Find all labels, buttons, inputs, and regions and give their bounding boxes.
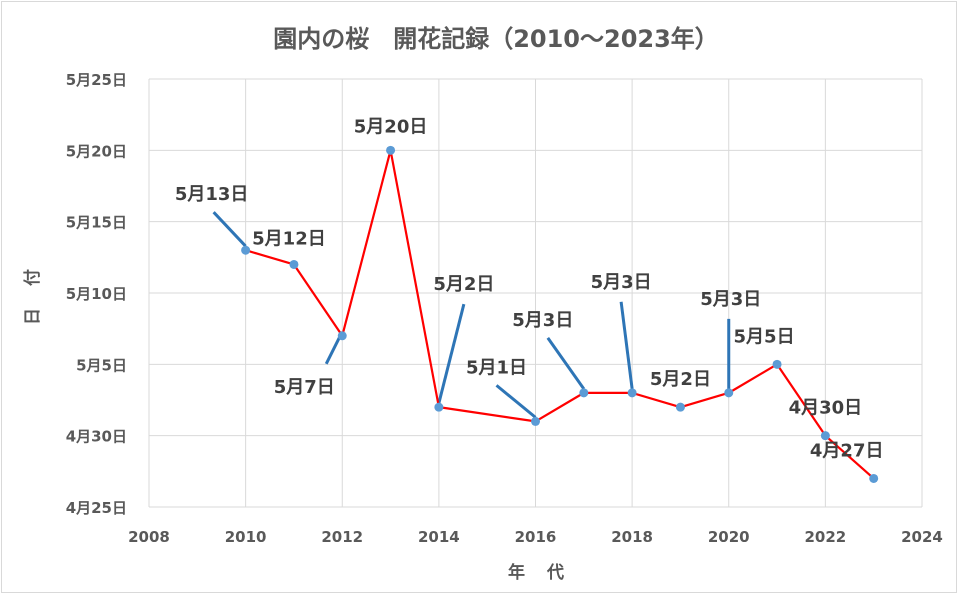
data-point-2019 (675, 402, 685, 412)
leader-line-2018 (619, 301, 634, 390)
x-tick-label: 2020 (708, 528, 750, 546)
x-tick-label: 2012 (321, 528, 363, 546)
data-point-2010 (241, 245, 251, 255)
data-label-2010: 5月13日 (175, 184, 249, 205)
data-label-2012: 5月7日 (274, 377, 335, 398)
data-label-2016: 5月1日 (466, 357, 527, 378)
y-tick-label: 5月20日 (66, 142, 127, 160)
x-tick-label: 2024 (901, 528, 943, 546)
data-label-2021: 5月5日 (734, 326, 795, 347)
y-tick-label: 5月25日 (66, 71, 127, 89)
data-point-2022 (820, 431, 830, 441)
y-tick-label: 4月25日 (66, 499, 127, 517)
y-axis-title: 日 付 (22, 261, 43, 325)
leader-line-2010 (212, 211, 247, 248)
data-label-2014: 5月2日 (433, 274, 494, 295)
data-label-2013: 5月20日 (354, 116, 428, 137)
x-tick-label: 2014 (418, 528, 460, 546)
leader-line-2014 (437, 303, 466, 404)
x-tick-label: 2022 (805, 528, 847, 546)
chart-title: 園内の桜 開花記録（2010～2023年） (273, 25, 719, 53)
data-point-2021 (772, 359, 782, 369)
leader-line-2017 (546, 337, 586, 390)
y-tick-labels: 4月25日 4月30日 5月5日 5月10日 5月15日 5月20日 5月25日 (66, 71, 127, 517)
data-label-2022: 4月30日 (789, 398, 863, 419)
x-tick-label: 2016 (515, 528, 557, 546)
x-tick-label: 2008 (128, 528, 170, 546)
x-tick-label: 2018 (611, 528, 653, 546)
data-label-2020: 5月3日 (700, 289, 761, 310)
data-point-2020 (724, 388, 734, 398)
data-point-2018 (627, 388, 637, 398)
data-label-2011: 5月12日 (252, 228, 326, 249)
data-point-2012 (337, 331, 347, 341)
y-tick-label: 4月30日 (66, 428, 127, 446)
gridlines (148, 78, 923, 508)
data-point-2013 (386, 145, 396, 155)
data-markers (241, 145, 879, 483)
x-tick-labels: 2008 2010 2012 2014 2016 2018 2020 2022 2024 (128, 528, 943, 546)
y-tick-label: 5月10日 (66, 285, 127, 303)
data-point-2023 (869, 473, 879, 483)
data-point-2014 (434, 402, 444, 412)
data-label-2019: 5月2日 (650, 369, 711, 390)
x-axis-title: 年 代 (508, 562, 572, 583)
data-label-2018: 5月3日 (591, 272, 652, 293)
data-point-2011 (289, 259, 299, 269)
data-label-2023: 4月27日 (810, 440, 884, 461)
y-tick-label: 5月5日 (76, 356, 127, 374)
data-labels: 5月13日 5月12日 5月7日 5月20日 5月2日 5月1日 5月3日 5月3日 5月2日 5… (175, 116, 884, 461)
data-label-2017: 5月3日 (512, 310, 573, 331)
data-point-2017 (579, 388, 589, 398)
y-tick-label: 5月15日 (66, 214, 127, 232)
leader-line-2016 (495, 384, 537, 419)
x-tick-label: 2010 (225, 528, 267, 546)
data-point-2016 (531, 416, 540, 426)
